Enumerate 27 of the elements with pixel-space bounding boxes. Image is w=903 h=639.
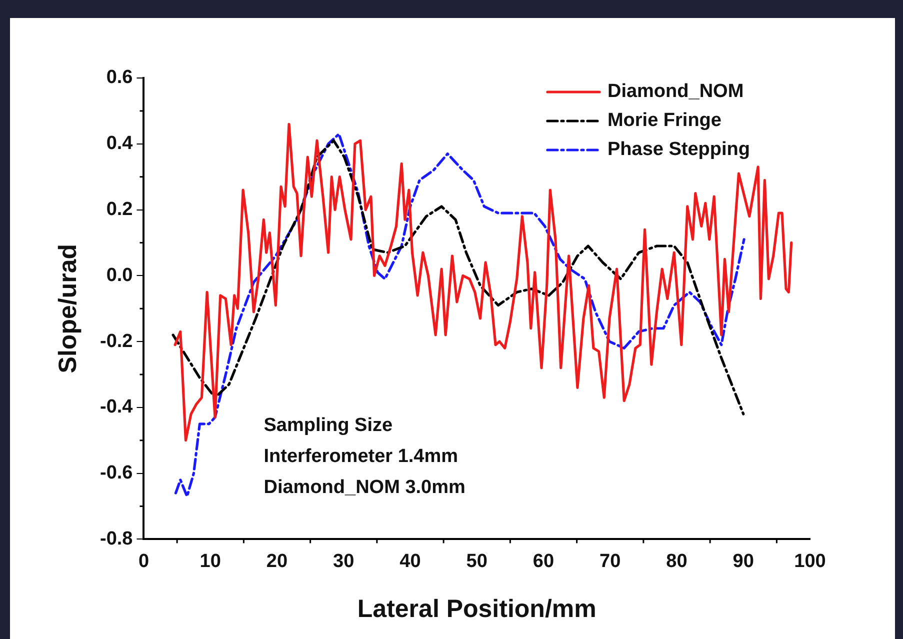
annotation: Interferometer 1.4mm [264,446,458,468]
y-tick-label: -0.4 [100,396,134,418]
legend-label: Diamond_NOM [607,81,744,102]
y-tick-label: 0.4 [106,133,134,154]
y-tick-label: 0.6 [106,67,133,88]
x-tick-label: 50 [466,550,488,572]
y-axis-title: Slope/urad [54,244,82,374]
x-tick-label: 60 [532,550,554,572]
x-tick-label: 90 [732,550,754,572]
x-axis-title: Lateral Position/mm [357,594,596,623]
x-tick-label: 30 [333,550,354,572]
x-tick-label: 80 [666,550,688,572]
y-tick-label: -0.2 [100,330,133,352]
annotation: Sampling Size [264,415,393,436]
x-tick-label: 70 [600,550,621,572]
x-tick-label: 10 [200,550,221,572]
x-tick-label: 40 [400,550,421,572]
y-tick-label: -0.6 [100,462,133,484]
annotation: Diamond_NOM 3.0mm [264,477,466,498]
legend-label: Phase Stepping [607,139,750,160]
x-tick-label: 100 [794,550,826,572]
legend-label: Morie Fringe [607,110,722,132]
x-tick-label: 0 [138,550,150,572]
y-tick-label: -0.8 [100,528,133,550]
y-tick-label: 0.0 [106,264,133,286]
x-tick-label: 20 [266,550,288,572]
y-tick-label: 0.2 [106,199,133,220]
